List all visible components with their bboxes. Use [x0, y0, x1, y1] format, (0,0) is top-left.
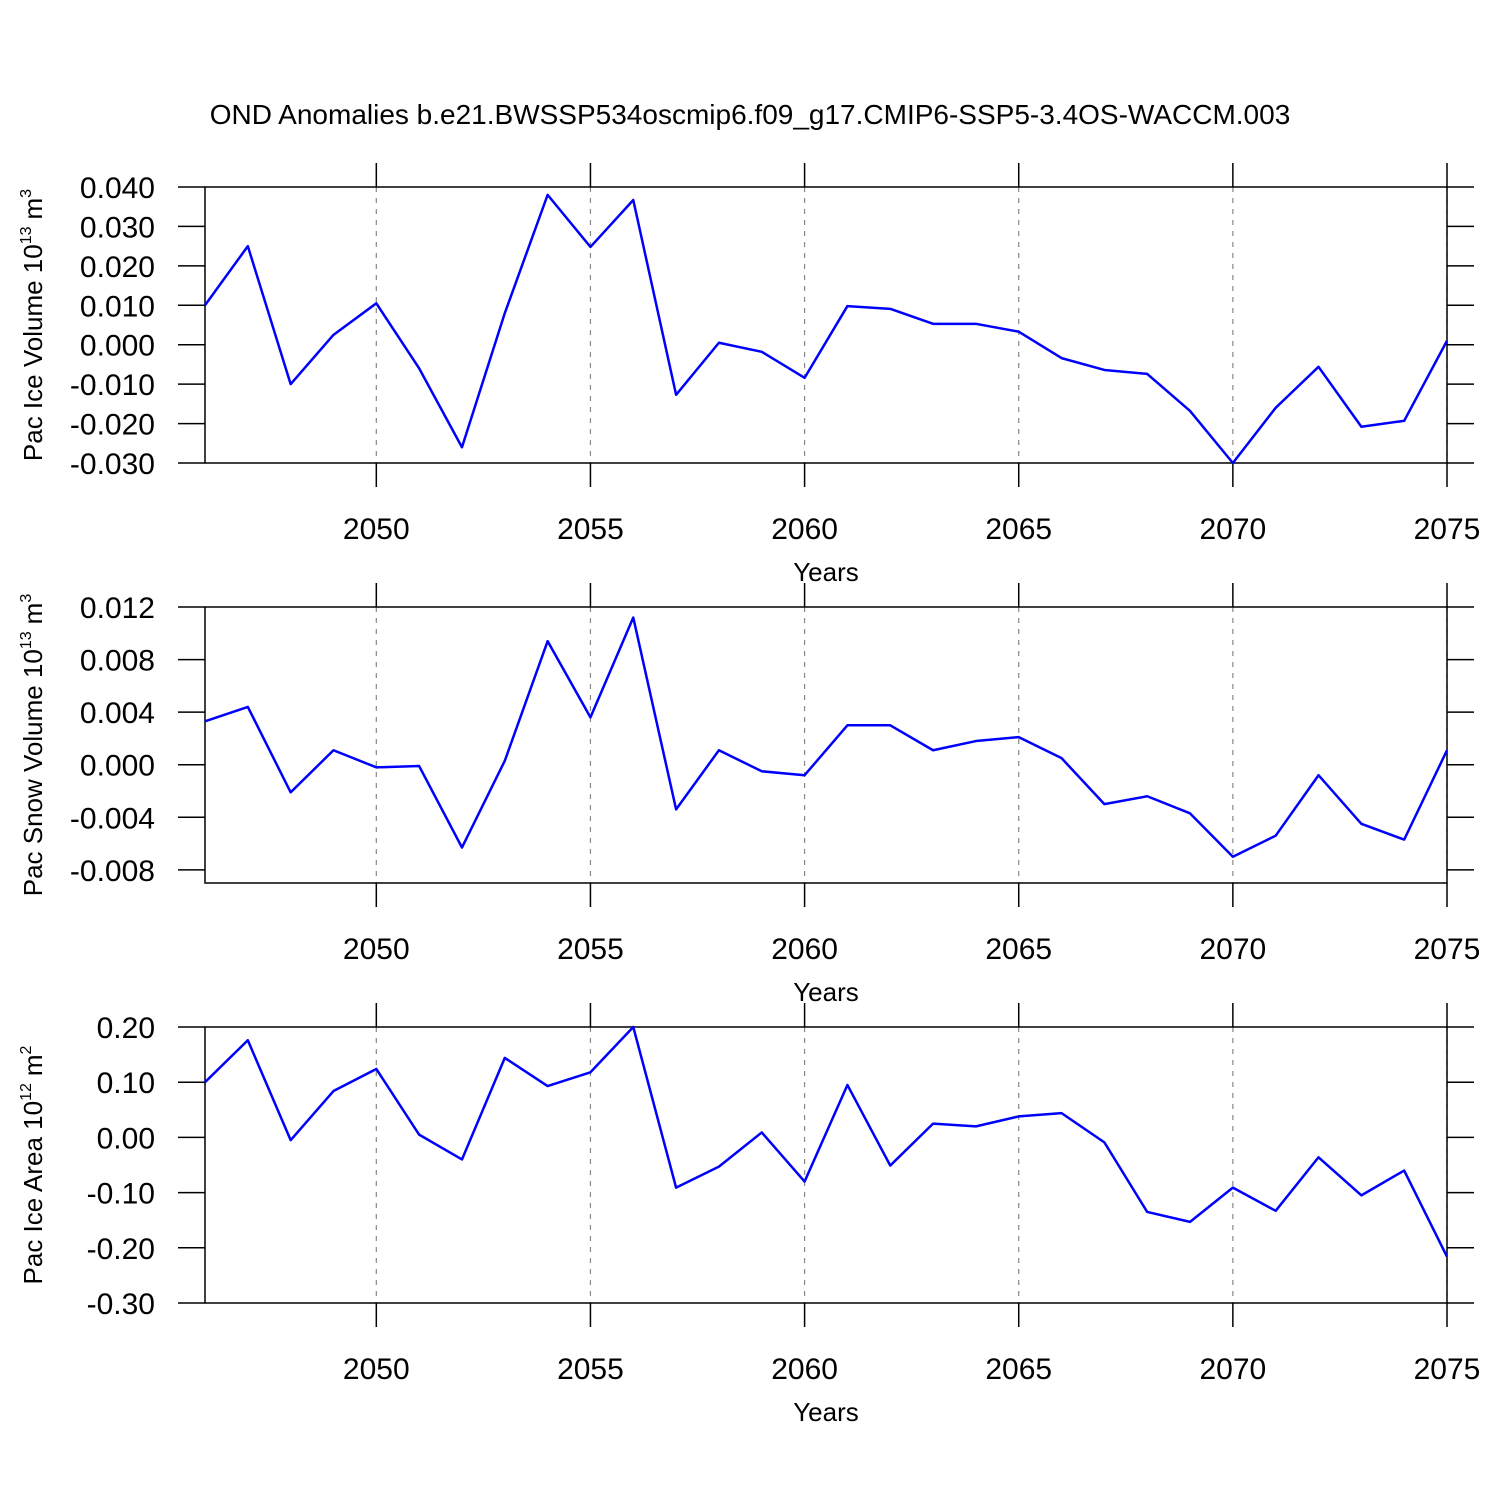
- panel: 2050 2055 2060 2065 2070 2075 0.20 0.10 0.00 -0.1…: [18, 1003, 1480, 1427]
- y-tick-label: 0.040: [80, 172, 155, 205]
- data-line: [203, 193, 1449, 465]
- y-label-unit-exponent: 2: [18, 1045, 35, 1054]
- x-tick-label: 2055: [557, 513, 624, 546]
- panel: 2050 2055 2060 2065 2070 2075 0.012 0.008 0.004 0…: [18, 583, 1480, 1007]
- x-axis-label: Years: [793, 977, 859, 1007]
- x-tick-label: 2075: [1414, 1353, 1481, 1386]
- y-tick-label: 0.20: [97, 1012, 155, 1045]
- y-axis-label: Pac Ice Volume 1013 m3: [18, 189, 48, 461]
- x-tick-label: 2055: [557, 933, 624, 966]
- y-label-text: Pac Ice Area 10: [18, 1101, 48, 1285]
- x-tick-label: 2055: [557, 1353, 624, 1386]
- x-tick-label: 2075: [1414, 513, 1481, 546]
- x-tick-label: 2070: [1199, 513, 1266, 546]
- x-tick-label: 2060: [771, 933, 838, 966]
- y-tick-label: 0.020: [80, 251, 155, 284]
- y-label-unit: m: [18, 1054, 48, 1076]
- y-label-exponent: 12: [18, 1083, 35, 1101]
- figure-title: OND Anomalies b.e21.BWSSP534oscmip6.f09_…: [210, 99, 1291, 130]
- y-tick-label: 0.010: [80, 290, 155, 323]
- y-axis-label: Pac Snow Volume 1013 m3: [18, 594, 48, 897]
- plot-frame: [204, 606, 1448, 884]
- y-tick-label: -0.20: [87, 1233, 155, 1266]
- x-tick-label: 2065: [985, 1353, 1052, 1386]
- x-tick-label: 2060: [771, 1353, 838, 1386]
- y-tick-label: -0.008: [70, 855, 155, 888]
- x-tick-label: 2070: [1199, 933, 1266, 966]
- x-tick-label: 2065: [985, 513, 1052, 546]
- y-tick-label: 0.030: [80, 211, 155, 244]
- plot-frame: [204, 1026, 1448, 1304]
- y-tick-label: 0.00: [97, 1122, 155, 1155]
- y-tick-label: -0.030: [70, 448, 155, 481]
- y-label-exponent: 13: [18, 631, 35, 649]
- y-tick-label: -0.020: [70, 409, 155, 442]
- y-tick-label: 0.000: [80, 750, 155, 783]
- y-label-unit: m: [18, 603, 48, 625]
- x-tick-label: 2075: [1414, 933, 1481, 966]
- y-tick-label: -0.004: [70, 802, 155, 835]
- data-line: [204, 616, 1449, 858]
- y-axis-label: Pac Ice Area 1012 m2: [18, 1045, 48, 1284]
- x-tick-label: 2060: [771, 513, 838, 546]
- y-tick-label: -0.010: [70, 369, 155, 402]
- y-label-text: Pac Ice Volume 10: [18, 244, 48, 461]
- panel: 2050 2055 2060 2065 2070 2075 0.040 0.030 0.020 0…: [18, 163, 1480, 587]
- y-label-unit-exponent: 3: [18, 189, 35, 198]
- y-tick-label: 0.000: [80, 330, 155, 363]
- y-tick-label: 0.10: [97, 1067, 155, 1100]
- y-label-exponent: 13: [18, 226, 35, 244]
- x-tick-label: 2050: [343, 513, 410, 546]
- y-tick-label: -0.10: [87, 1178, 155, 1211]
- plot-frame: [204, 186, 1448, 464]
- y-tick-label: 0.012: [80, 592, 155, 625]
- y-tick-label: 0.008: [80, 645, 155, 678]
- y-tick-label: -0.30: [87, 1288, 155, 1321]
- x-axis-label: Years: [793, 557, 859, 587]
- x-tick-label: 2070: [1199, 1353, 1266, 1386]
- data-line: [204, 1025, 1449, 1258]
- x-tick-label: 2050: [343, 1353, 410, 1386]
- y-label-unit-exponent: 3: [18, 594, 35, 603]
- y-label-text: Pac Snow Volume 10: [18, 649, 48, 896]
- y-tick-label: 0.004: [80, 697, 155, 730]
- x-tick-label: 2050: [343, 933, 410, 966]
- y-label-unit: m: [18, 198, 48, 220]
- x-tick-label: 2065: [985, 933, 1052, 966]
- x-axis-label: Years: [793, 1397, 859, 1427]
